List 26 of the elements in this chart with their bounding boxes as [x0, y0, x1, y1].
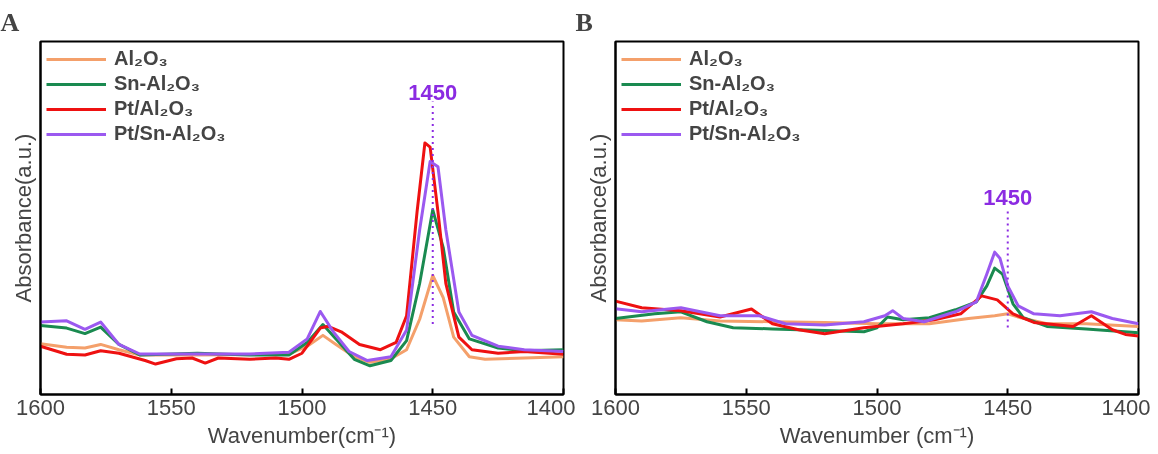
- y-axis-title: Absorbance(a.u.): [10, 133, 36, 303]
- x-axis-title: Wavenumber(cm⁻¹): [207, 422, 397, 448]
- ref-line-label: 1450: [983, 185, 1033, 211]
- ref-line-label: 1450: [408, 79, 458, 105]
- legend-label: Sn-Al₂O₃: [689, 72, 775, 95]
- chart-title: B: [575, 7, 593, 37]
- x-tick-label: 1600: [591, 394, 640, 420]
- x-tick-label: 1450: [983, 394, 1033, 420]
- x-axis-title: Wavenumber (cm⁻¹): [779, 422, 975, 448]
- x-tick-label: 1600: [16, 394, 65, 420]
- legend-label: Pt/Sn-Al₂O₃: [689, 122, 801, 145]
- legend-label: Pt/Sn-Al₂O₃: [114, 122, 226, 145]
- x-tick-label: 1500: [852, 394, 902, 420]
- legend-label: Al₂O₃: [689, 47, 743, 70]
- legend-label: Pt/Al₂O₃: [114, 97, 194, 120]
- legend-label: Al₂O₃: [114, 47, 168, 70]
- x-tick-label: 1400: [526, 394, 576, 420]
- y-axis-title: Absorbance(a.u.): [585, 133, 611, 303]
- legend-label: Pt/Al₂O₃: [689, 97, 769, 120]
- x-tick-label: 1450: [408, 394, 458, 420]
- legend-label: Sn-Al₂O₃: [114, 72, 200, 95]
- x-tick-label: 1550: [721, 394, 771, 420]
- x-tick-label: 1400: [1101, 394, 1151, 420]
- chart-title: A: [0, 7, 20, 37]
- x-tick-label: 1550: [146, 394, 196, 420]
- x-tick-label: 1500: [277, 394, 327, 420]
